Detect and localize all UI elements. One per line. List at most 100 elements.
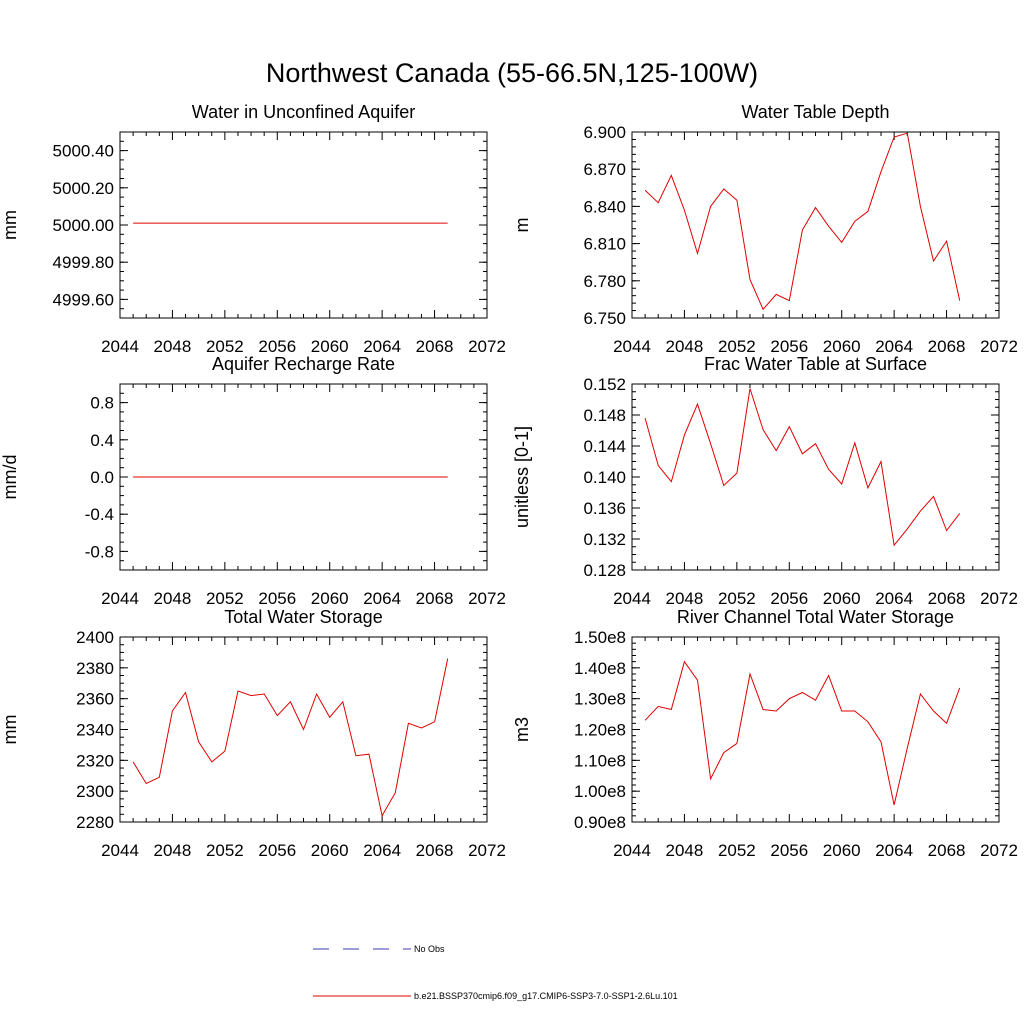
panel-5-ytick-label: 2300 [76,782,114,801]
panel-5: Total Water Storage mm 2044 2048 2052 2056 206… [0,607,506,860]
panel-1-xtick-label: 2068 [416,337,454,356]
panel-3-ytick-label: -0.4 [85,505,114,524]
panel-5-xtick-label: 2072 [468,841,506,860]
panel-2-xtick-label: 2052 [718,337,756,356]
panel-1-frame [119,131,488,319]
legend-obs-label: No Obs [414,944,445,954]
panel-5-title: Total Water Storage [224,607,382,627]
panel-1-xtick-label: 2072 [468,337,506,356]
panel-6-ytick-label: 1.50e8 [574,628,626,647]
panel-2-xtick-label: 2068 [928,337,966,356]
panel-1-ytick-label: 5000.20 [53,179,114,198]
panel-2-xtick-label: 2048 [666,337,704,356]
panel-1-xtick-label: 2056 [258,337,296,356]
panel-4-ytick-label: 0.152 [583,375,626,394]
panel-6-ytick-label: 1.40e8 [574,659,626,678]
legend-model-label: b.e21.BSSP370cmip6.f09_g17.CMIP6-SSP3-7.… [414,991,678,1001]
panel-4-xtick-label: 2064 [875,589,913,608]
panel-4-xtick-label: 2044 [613,589,651,608]
panel-4-xtick-label: 2056 [770,589,808,608]
panel-1-ylabel: mm [0,210,20,240]
panel-5-xtick-label: 2060 [311,841,349,860]
panel-2-ytick-label: 6.870 [583,160,626,179]
panel-1-ytick-label: 5000.40 [53,142,114,161]
panel-2-xtick-label: 2060 [823,337,861,356]
panel-1-xtick-label: 2044 [101,337,139,356]
panel-2: Water Table Depth m 2044 2048 2052 2056 2060 20… [512,102,1018,356]
panel-2-xtick-label: 2064 [875,337,913,356]
panel-4-xtick-label: 2068 [928,589,966,608]
panel-3-xtick-label: 2060 [311,589,349,608]
panel-4: Frac Water Table at Surface unitless [0-1… [512,354,1018,608]
panel-6: River Channel Total Water Storage m3 2044 2… [512,607,1018,860]
panel-4-ytick-label: 0.144 [583,437,626,456]
panel-2-ytick-label: 6.900 [583,123,626,142]
panel-1-ytick-label: 5000.00 [53,216,114,235]
panel-6-ytick-label: 1.30e8 [574,690,626,709]
panel-3-xtick-label: 2056 [258,589,296,608]
panel-5-ytick-label: 2320 [76,751,114,770]
panel-2-ytick-label: 6.810 [583,235,626,254]
panel-3-xtick-label: 2064 [363,589,401,608]
panel-4-ytick-label: 0.128 [583,561,626,580]
panel-2-ytick-label: 6.750 [583,309,626,328]
panel-3-ytick-label: 0.4 [90,431,114,450]
panel-2-ylabel: m [512,218,532,233]
panel-5-ytick-label: 2280 [76,813,114,832]
panel-2-ytick-label: 6.780 [583,272,626,291]
panel-6-ytick-label: 1.10e8 [574,751,626,770]
panel-3-xtick-label: 2072 [468,589,506,608]
panel-3-title: Aquifer Recharge Rate [212,354,395,374]
panel-4-xtick-label: 2048 [666,589,704,608]
panel-4-ytick-label: 0.136 [583,499,626,518]
panel-3-xtick-label: 2048 [154,589,192,608]
panel-5-ytick-label: 2400 [76,628,114,647]
panel-6-series-line [644,660,961,806]
panel-4-ylabel: unitless [0-1] [512,426,532,528]
main-title: Northwest Canada (55-66.5N,125-100W) [266,58,758,88]
panel-5-xtick-label: 2064 [363,841,401,860]
panel-3: Aquifer Recharge Rate mm/d 2044 2048 2052 205… [0,354,506,608]
panel-2-ytick-label: 6.840 [583,197,626,216]
panel-3-xtick-label: 2044 [101,589,139,608]
panel-4-xtick-label: 2072 [980,589,1018,608]
panel-5-series-line [132,658,449,818]
panel-5-ylabel: mm [0,715,20,745]
panel-1-xtick-label: 2048 [154,337,192,356]
panel-5-ytick-label: 2360 [76,690,114,709]
panel-3-ylabel: mm/d [0,455,20,500]
panel-2-xtick-label: 2044 [613,337,651,356]
panel-5-xtick-label: 2056 [258,841,296,860]
panel-3-xtick-label: 2052 [206,589,244,608]
panel-4-frame [631,383,1000,571]
panel-4-ytick-label: 0.132 [583,530,626,549]
panel-3-ytick-label: 0.0 [90,468,114,487]
panel-6-xtick-label: 2060 [823,841,861,860]
panel-1: Water in Unconfined Aquifer mm 2044 2048 205… [0,102,506,356]
panel-5-xtick-label: 2052 [206,841,244,860]
panel-4-ytick-label: 0.148 [583,406,626,425]
panel-5-ytick-label: 2340 [76,721,114,740]
panel-3-ytick-label: 0.8 [90,394,114,413]
panel-6-xtick-label: 2052 [718,841,756,860]
panel-6-xtick-label: 2068 [928,841,966,860]
panel-6-xtick-label: 2048 [666,841,704,860]
panel-2-frame [631,131,1000,319]
panel-6-ytick-label: 0.90e8 [574,813,626,832]
panel-6-xtick-label: 2064 [875,841,913,860]
panel-5-xtick-label: 2044 [101,841,139,860]
panel-4-xtick-label: 2060 [823,589,861,608]
panel-5-xtick-label: 2068 [416,841,454,860]
panel-6-title: River Channel Total Water Storage [677,607,954,627]
panel-2-xtick-label: 2056 [770,337,808,356]
panel-3-xtick-label: 2068 [416,589,454,608]
panels: Water in Unconfined Aquifer mm 2044 2048 205… [0,102,1018,860]
panel-6-ytick-label: 1.00e8 [574,782,626,801]
panel-4-xtick-label: 2052 [718,589,756,608]
panel-4-series-line [644,388,961,547]
legend: No Obs b.e21.BSSP370cmip6.f09_g17.CMIP6-… [313,944,678,1001]
panel-1-title: Water in Unconfined Aquifer [192,102,415,122]
panel-6-xtick-label: 2056 [770,841,808,860]
panel-5-xtick-label: 2048 [154,841,192,860]
